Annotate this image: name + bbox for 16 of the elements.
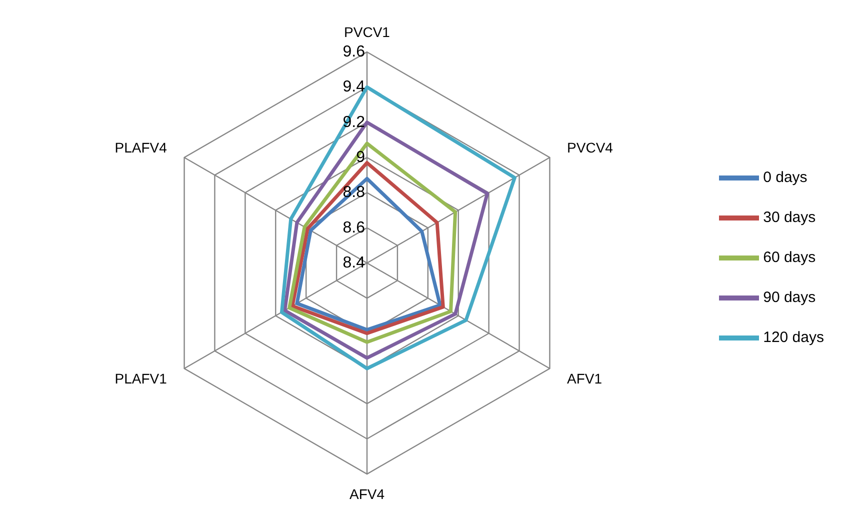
legend-label: 90 days — [763, 288, 816, 306]
spoke-label: PLAFV4 — [114, 140, 168, 156]
legend-label: 120 days — [763, 328, 824, 346]
y-tick-label: 8.6 — [342, 219, 366, 236]
spoke-label: PVCV4 — [567, 140, 614, 156]
legend-label: 0 days — [763, 168, 808, 186]
y-tick-label: 8.4 — [342, 254, 366, 272]
y-tick-label: 9 — [356, 149, 366, 166]
spoke-label: PLAFV1 — [114, 370, 168, 386]
spoke-label: AFV4 — [349, 486, 385, 502]
spoke-label: AFV1 — [567, 370, 602, 386]
legend-label: 30 days — [763, 208, 816, 226]
legend-label: 60 days — [763, 248, 816, 266]
y-tick-label: 9.4 — [342, 78, 366, 96]
spoke-label: PVCV1 — [344, 24, 390, 40]
y-tick-label: 9.6 — [342, 44, 366, 60]
